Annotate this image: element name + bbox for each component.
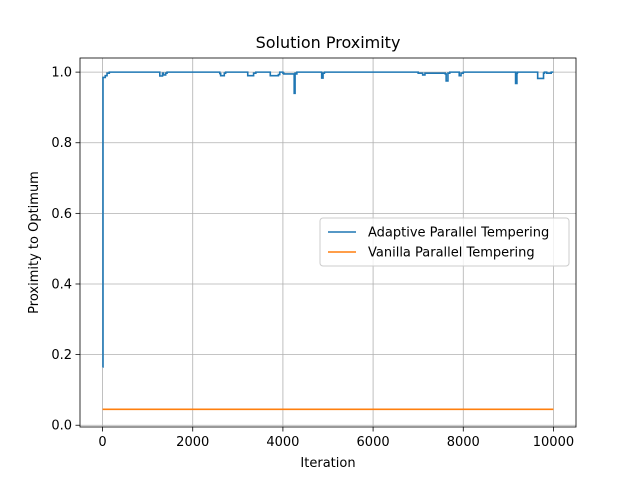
x-axis-title: Iteration bbox=[300, 456, 355, 471]
y-tick-label: 0.0 bbox=[51, 419, 72, 434]
y-tick-label: 1.0 bbox=[51, 66, 72, 81]
axes bbox=[79, 57, 577, 428]
ticks: 0 2000 4000 6000 8000 10000 0.0 0.2 0.4 0.6 0.8 1.0 bbox=[51, 66, 574, 450]
x-tick-label: 6000 bbox=[357, 435, 390, 450]
x-tick-label: 2000 bbox=[176, 435, 209, 450]
y-tick-label: 0.8 bbox=[51, 136, 72, 151]
chart-title: Solution Proximity bbox=[256, 33, 401, 52]
legend-label: Adaptive Parallel Tempering bbox=[368, 226, 549, 241]
y-tick-label: 0.4 bbox=[51, 277, 72, 292]
plot-frame bbox=[79, 57, 577, 428]
series-lines bbox=[102, 71, 554, 411]
x-tick-label: 8000 bbox=[447, 435, 480, 450]
legend: Adaptive Parallel Tempering Vanilla Paral… bbox=[319, 217, 570, 267]
y-tick-label: 0.6 bbox=[51, 207, 72, 222]
y-tick-label: 0.2 bbox=[51, 348, 72, 363]
series-line bbox=[102, 71, 554, 368]
x-tick-label: 4000 bbox=[266, 435, 299, 450]
legend-label: Vanilla Parallel Tempering bbox=[368, 246, 535, 261]
legend-box bbox=[319, 217, 570, 267]
x-tick-label: 0 bbox=[98, 435, 106, 450]
x-tick-label: 10000 bbox=[533, 435, 574, 450]
y-axis-title: Proximity to Optimum bbox=[27, 171, 42, 314]
